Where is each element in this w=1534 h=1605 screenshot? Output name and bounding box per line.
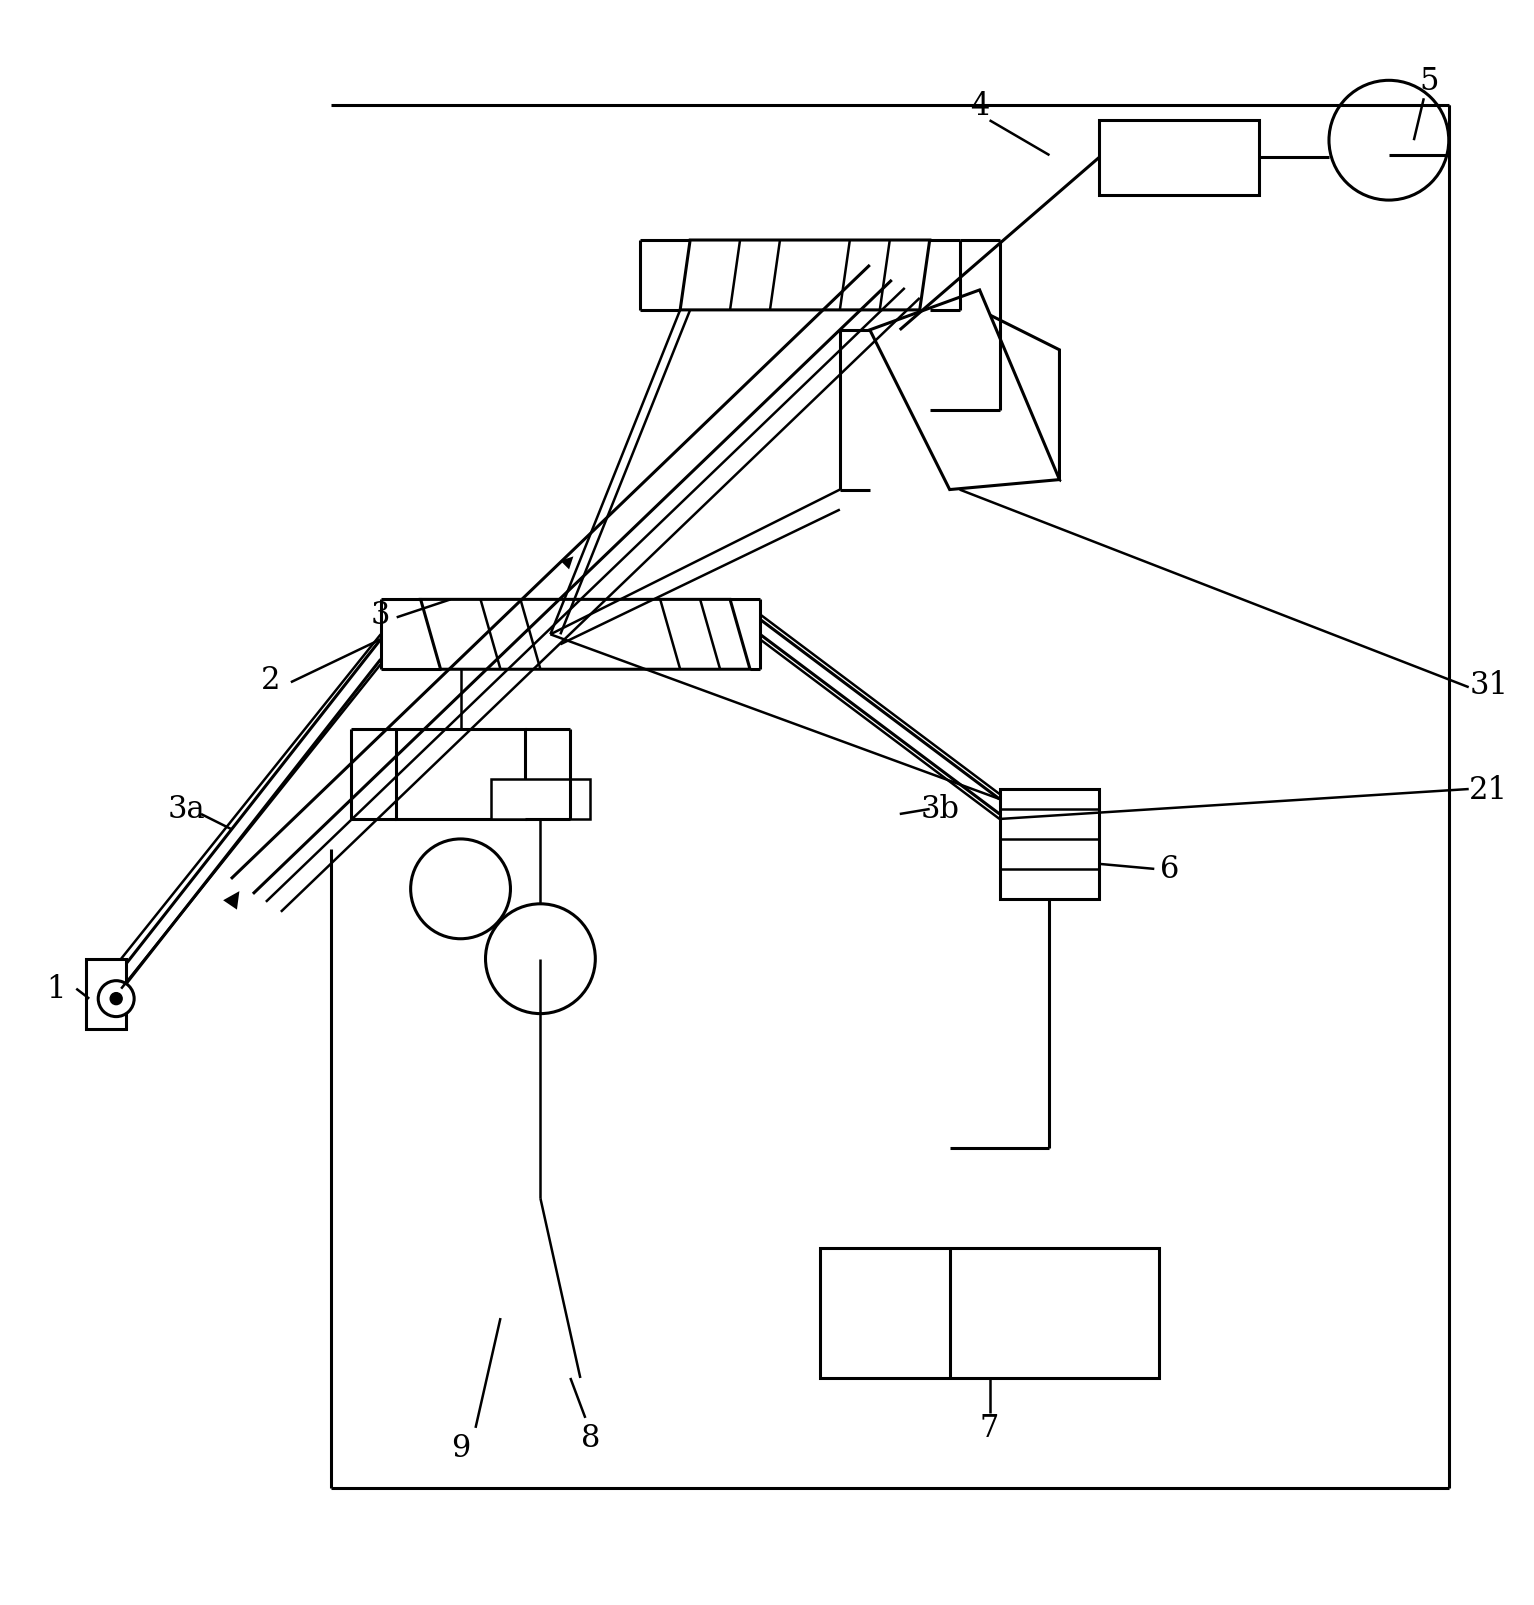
- Polygon shape: [960, 300, 1060, 480]
- Text: 3b: 3b: [920, 794, 959, 825]
- Circle shape: [411, 839, 511, 939]
- Polygon shape: [1000, 790, 1100, 899]
- Text: 9: 9: [451, 1432, 471, 1464]
- Text: 3: 3: [371, 599, 391, 631]
- Text: 2: 2: [261, 664, 281, 695]
- Text: 4: 4: [969, 91, 989, 122]
- Text: 8: 8: [581, 1422, 600, 1454]
- Bar: [86, 960, 126, 1029]
- Circle shape: [110, 993, 123, 1005]
- Circle shape: [98, 981, 133, 1018]
- Text: 5: 5: [1419, 66, 1439, 96]
- Bar: [396, 730, 526, 820]
- Text: 7: 7: [980, 1412, 999, 1443]
- Text: 6: 6: [1160, 854, 1180, 884]
- Bar: [491, 780, 591, 820]
- Text: 21: 21: [1470, 774, 1508, 806]
- Polygon shape: [870, 291, 1060, 490]
- Text: 3a: 3a: [167, 794, 206, 825]
- Polygon shape: [420, 600, 750, 669]
- Circle shape: [485, 904, 595, 1014]
- Bar: [819, 1249, 1160, 1379]
- Polygon shape: [680, 241, 930, 311]
- Bar: [1100, 120, 1259, 196]
- Text: 1: 1: [46, 974, 66, 1005]
- Circle shape: [1328, 82, 1448, 201]
- Text: 31: 31: [1470, 669, 1508, 700]
